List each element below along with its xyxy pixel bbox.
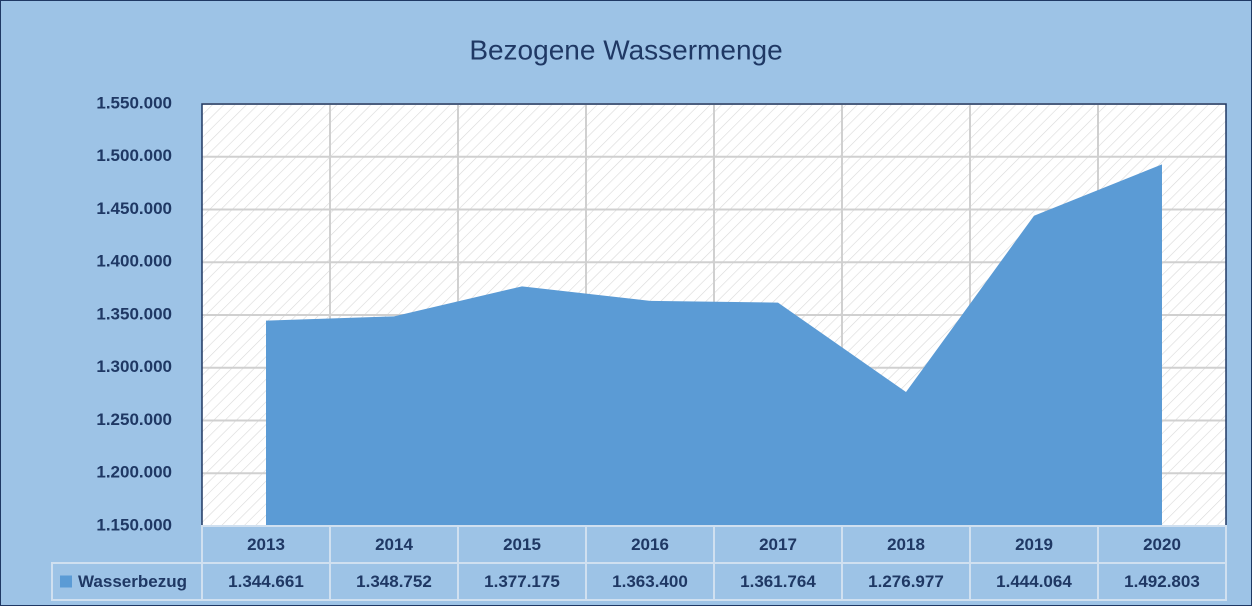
y-tick-label: 1.200.000	[96, 463, 172, 482]
x-tick-label: 2015	[503, 535, 541, 554]
data-label: 1.344.661	[228, 572, 304, 591]
y-tick-label: 1.400.000	[96, 252, 172, 271]
data-label: 1.377.175	[484, 572, 560, 591]
y-tick-label: 1.300.000	[96, 357, 172, 376]
data-label: 1.492.803	[1124, 572, 1200, 591]
x-tick-label: 2018	[887, 535, 925, 554]
y-tick-label: 1.250.000	[96, 410, 172, 429]
data-label: 1.276.977	[868, 572, 944, 591]
table-cell	[1097, 562, 1227, 601]
chart-title: Bezogene Wassermenge	[469, 34, 782, 65]
data-label: 1.363.400	[612, 572, 688, 591]
data-label: 1.348.752	[356, 572, 432, 591]
x-tick-label: 2020	[1143, 535, 1181, 554]
x-tick-label: 2017	[759, 535, 797, 554]
x-tick-label: 2013	[247, 535, 285, 554]
y-tick-label: 1.500.000	[96, 146, 172, 165]
y-tick-label: 1.350.000	[96, 304, 172, 323]
area	[266, 164, 1162, 526]
legend-label: Wasserbezug	[78, 572, 187, 591]
y-tick-label: 1.450.000	[96, 199, 172, 218]
legend-swatch	[60, 575, 72, 588]
x-tick-label: 2016	[631, 535, 669, 554]
data-label: 1.444.064	[996, 572, 1072, 591]
y-tick-label: 1.550.000	[96, 93, 172, 112]
x-tick-label: 2019	[1015, 535, 1053, 554]
y-tick-label: 1.150.000	[96, 515, 172, 534]
data-label: 1.361.764	[740, 572, 816, 591]
x-tick-label: 2014	[375, 535, 413, 554]
